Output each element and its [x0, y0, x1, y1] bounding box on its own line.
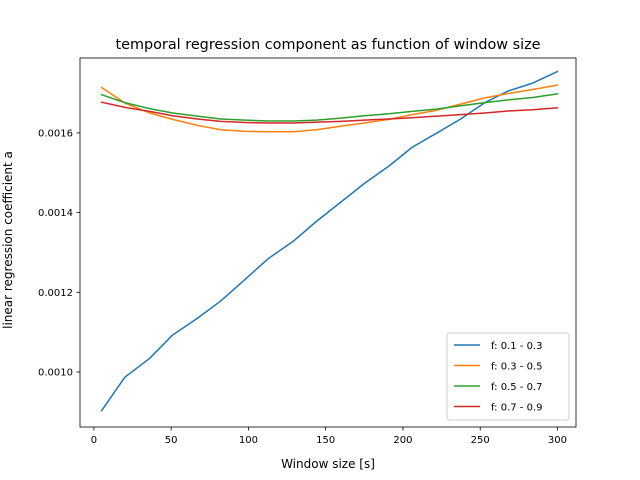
x-tick-label: 150 — [316, 435, 335, 446]
x-tick-label: 250 — [471, 435, 490, 446]
series-line-3 — [100, 93, 559, 122]
series-line-1 — [100, 70, 559, 412]
legend-label-2: f: 0.3 - 0.5 — [491, 362, 542, 373]
y-tick-label: 0.0010 — [38, 368, 73, 379]
chart-title: temporal regression component as functio… — [115, 37, 540, 53]
legend-label-1: f: 0.1 - 0.3 — [491, 341, 542, 352]
x-tick-label: 100 — [239, 435, 258, 446]
y-axis-label: linear regression coefficient a — [1, 151, 15, 329]
x-tick-label: 200 — [393, 435, 412, 446]
x-tick-label: 300 — [548, 435, 567, 446]
x-tick-label: 0 — [91, 435, 97, 446]
x-axis-label: Window size [s] — [281, 457, 375, 471]
axes-frame — [79, 57, 577, 428]
legend-label-4: f: 0.7 - 0.9 — [491, 403, 542, 414]
series-line-2 — [100, 84, 559, 133]
y-tick-label: 0.0012 — [38, 288, 73, 299]
series-line-4 — [100, 101, 559, 124]
x-tick-label: 50 — [165, 435, 178, 446]
legend-box — [446, 332, 570, 421]
legend: f: 0.1 - 0.3 f: 0.3 - 0.5 f: 0.5 - 0.7 f: 0… — [446, 332, 570, 421]
legend-label-3: f: 0.5 - 0.7 — [491, 382, 542, 393]
y-tick-label: 0.0016 — [38, 129, 73, 140]
y-tick-label: 0.0014 — [38, 208, 73, 219]
